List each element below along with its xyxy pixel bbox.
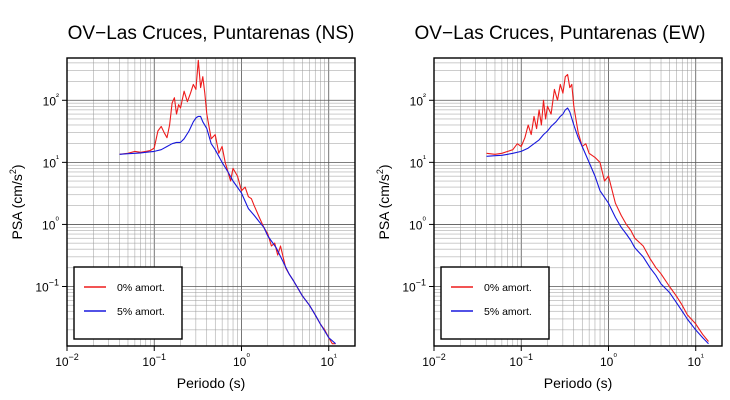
y-tick-label: 10¹ (410, 153, 426, 170)
x-tick-label: 10¹ (688, 352, 704, 369)
y-tick-label: 10−1 (402, 277, 426, 294)
x-tick-label: 10−2 (55, 352, 79, 369)
x-axis-label: Periodo (s) (177, 375, 245, 391)
x-tick-label: 10¹ (321, 352, 337, 369)
series-line-undamped (486, 73, 709, 342)
chart-title: OV−Las Cruces, Puntarenas (NS) (68, 23, 355, 44)
chart-panel-1: 10−2 10−1 10⁰ 10¹ 10−1 10⁰ 10¹ 10² OV−Las Cruces… (8, 23, 356, 391)
legend-label: 0% amort. (117, 282, 165, 294)
series-line-damped (486, 107, 709, 345)
series-line-damped (119, 115, 336, 345)
x-tick-label: 10⁰ (600, 352, 617, 369)
y-tick-label: 10² (410, 91, 426, 108)
y-tick-label: 10⁰ (409, 215, 426, 232)
legend-label: 5% amort. (484, 306, 532, 318)
y-tick-label: 10−1 (35, 277, 59, 294)
legend-box (73, 266, 183, 340)
x-tick-label: 10−1 (142, 352, 166, 369)
chart-title: OV−Las Cruces, Puntarenas (EW) (415, 23, 706, 44)
legend-box (440, 266, 550, 340)
legend: 0% amort. 5% amort. (440, 266, 550, 340)
x-axis-label: Periodo (s) (544, 375, 612, 391)
x-tick-label: 10⁰ (233, 352, 250, 369)
chart-panel-2: 10−2 10−1 10⁰ 10¹ 10−1 10⁰ 10¹ 10² OV−Las Cruces… (375, 23, 723, 391)
y-tick-label: 10⁰ (42, 215, 59, 232)
y-axis-label: PSA (cm/s2) (375, 164, 392, 239)
x-tick-label: 10−2 (422, 352, 446, 369)
y-tick-label: 10¹ (43, 153, 59, 170)
legend-label: 0% amort. (484, 282, 532, 294)
legend-label: 5% amort. (117, 306, 165, 318)
y-tick-label: 10² (43, 91, 59, 108)
plot-frame (66, 57, 356, 347)
y-axis-label: PSA (cm/s2) (8, 164, 25, 239)
plot-frame (433, 57, 723, 347)
legend: 0% amort. 5% amort. (73, 266, 183, 340)
x-tick-label: 10−1 (509, 352, 533, 369)
grid (66, 58, 356, 346)
